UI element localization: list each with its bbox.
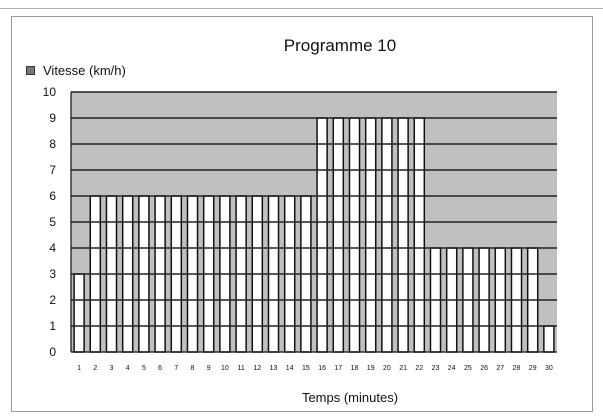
legend-label: Vitesse (km/h) (43, 63, 126, 78)
x-tick-label: 17 (334, 365, 342, 372)
x-axis-label: Temps (minutes) (301, 390, 399, 405)
x-tick-label: 23 (432, 365, 440, 372)
x-tick-label: 16 (318, 365, 326, 372)
bar (348, 117, 361, 353)
x-tick-label: 9 (207, 365, 211, 372)
x-tick-label: 15 (302, 365, 310, 372)
x-tick-label: 28 (513, 365, 521, 372)
bar (397, 117, 409, 353)
x-tick-label: 30 (545, 365, 553, 372)
x-tick-label: 21 (399, 365, 407, 372)
y-tick-label: 0 (49, 345, 56, 359)
x-tick-label: 7 (174, 365, 178, 372)
x-tick-label: 1 (77, 365, 81, 372)
x-tick-label: 13 (270, 365, 278, 372)
y-tick-label: 10 (43, 85, 57, 99)
y-tick-label: 1 (49, 319, 56, 333)
bar (381, 117, 393, 353)
y-tick-label: 6 (49, 189, 56, 203)
bar (332, 117, 345, 353)
x-tick-label: 29 (529, 365, 537, 372)
y-tick-label: 2 (49, 293, 56, 307)
x-tick-label: 26 (480, 365, 488, 372)
bar (413, 117, 426, 353)
legend-swatch (26, 66, 35, 75)
legend: Vitesse (km/h) (26, 63, 126, 78)
x-tick-label: 10 (221, 365, 229, 372)
x-tick-label: 20 (383, 365, 391, 372)
x-tick-label: 3 (110, 365, 114, 372)
y-tick-label: 5 (49, 215, 56, 229)
bar (316, 117, 328, 353)
bar (73, 273, 85, 353)
x-tick-label: 6 (158, 365, 162, 372)
x-tick-label: 24 (448, 365, 456, 372)
x-tick-label: 8 (191, 365, 195, 372)
y-tick-label: 9 (49, 111, 56, 125)
x-tick-label: 19 (367, 365, 375, 372)
y-tick-label: 4 (49, 241, 56, 255)
x-tick-label: 14 (286, 365, 294, 372)
bar (543, 325, 555, 353)
x-tick-label: 5 (142, 365, 146, 372)
x-tick-label: 11 (237, 365, 244, 372)
y-tick-label: 3 (49, 267, 56, 281)
x-tick-label: 12 (253, 365, 261, 372)
top-rule (0, 8, 603, 9)
x-tick-label: 2 (93, 365, 97, 372)
x-tick-label: 27 (496, 365, 504, 372)
x-tick-label: 18 (351, 365, 359, 372)
bar (364, 117, 377, 353)
x-tick-label: 22 (415, 365, 423, 372)
chart-title: Programme 10 (283, 36, 397, 55)
x-tick-label: 4 (126, 365, 130, 372)
x-tick-label: 25 (464, 365, 472, 372)
y-tick-label: 7 (49, 163, 56, 177)
y-tick-label: 8 (49, 137, 56, 151)
